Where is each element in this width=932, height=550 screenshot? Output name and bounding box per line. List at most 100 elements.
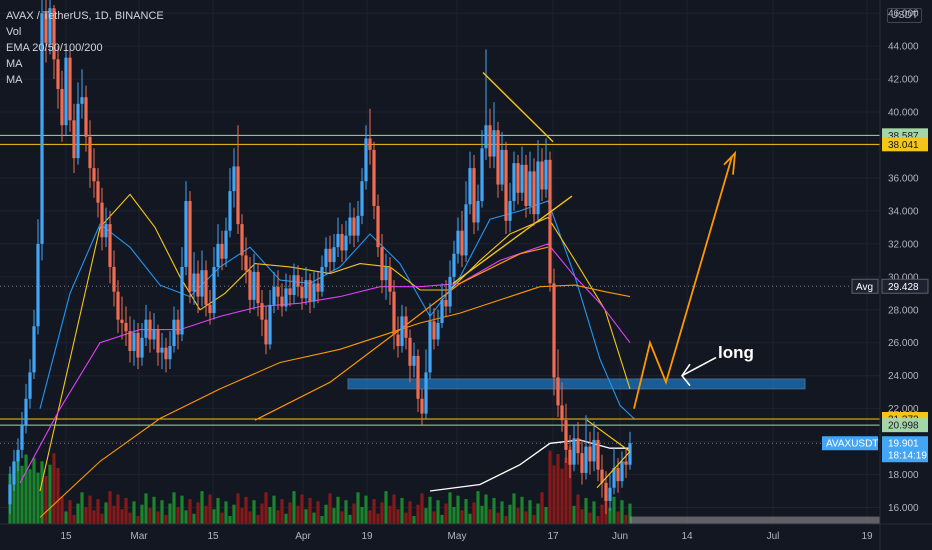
candle (368, 108, 372, 165)
volume-bar (568, 446, 572, 524)
volume-bar (292, 491, 296, 524)
candle (148, 311, 152, 353)
candle (452, 240, 456, 284)
x-tick-label: 14 (681, 531, 693, 542)
candle (352, 207, 356, 248)
volume-bar (296, 505, 300, 524)
volume-bar (584, 497, 588, 524)
volume-bar (576, 494, 580, 524)
volume-bar (100, 513, 104, 524)
candle (296, 265, 300, 297)
candle (396, 316, 400, 358)
candle (76, 82, 80, 165)
candle-body (232, 166, 236, 192)
candle-body (564, 420, 568, 450)
candle (596, 431, 600, 482)
candle (224, 217, 228, 267)
candle-body (372, 149, 376, 206)
candle-body (112, 266, 116, 292)
candle (192, 252, 196, 305)
badge-bg (882, 137, 928, 152)
candle (384, 253, 388, 300)
candle-body (296, 275, 300, 287)
legend-ma-2[interactable]: MA (6, 74, 23, 86)
candle (280, 283, 284, 317)
x-tick-label: 19 (861, 531, 873, 542)
candle-body (116, 291, 120, 320)
volume-bar (52, 453, 56, 524)
candle (44, 0, 48, 63)
volume-bar (336, 496, 340, 524)
y-tick-label: 34.000 (888, 206, 919, 217)
volume-bar (600, 504, 604, 524)
candle-body (436, 322, 440, 340)
candle (228, 168, 232, 238)
price-axis[interactable]: 16.00018.00020.00022.00024.00026.00028.0… (879, 0, 932, 550)
candle-body (304, 280, 308, 299)
volume-bar (12, 462, 16, 524)
candle-body (592, 439, 596, 462)
volume-bar (316, 501, 320, 524)
candle-body (408, 337, 412, 366)
candle-body (536, 161, 540, 215)
candle (172, 306, 176, 353)
candle-body (264, 319, 268, 345)
currency-unit[interactable]: USDT (886, 8, 922, 23)
candle-body (260, 303, 264, 320)
candle (32, 309, 36, 379)
candle-body (64, 57, 68, 126)
candle (536, 140, 540, 221)
candle-body (336, 233, 340, 248)
candle (236, 125, 240, 234)
volume-bar (320, 516, 324, 524)
volume-bar (276, 510, 280, 524)
candle (288, 275, 292, 307)
badge-prefix-text: Avg (856, 282, 873, 293)
candle (344, 220, 348, 261)
candle (468, 151, 472, 215)
volume-bar (252, 500, 256, 524)
candle-body (120, 319, 124, 323)
volume-bar (280, 499, 284, 524)
volume-bar (152, 496, 156, 524)
volume-bar (240, 508, 244, 524)
candle-body (16, 449, 20, 462)
volume-bar (196, 502, 200, 524)
x-tick-label: 15 (60, 531, 72, 542)
legend-symbol[interactable]: AVAX / TetherUS, 1D, BINANCE (6, 10, 164, 22)
volume-bar (96, 499, 100, 524)
volume-bar (268, 506, 272, 524)
candle (200, 250, 204, 307)
price-labels: 38.58738.041Avg29.42821.37220.998AVAXUSD… (822, 128, 929, 463)
candle (168, 331, 172, 370)
candle-body (284, 288, 288, 307)
x-tick-label: 19 (361, 531, 373, 542)
candle-body (252, 271, 256, 300)
candle (40, 0, 44, 261)
time-axis[interactable]: 15 Mar 15 Apr 19 May 17 Jun 14 Jul 19 (0, 523, 932, 542)
candle-body (460, 230, 464, 256)
candle (24, 383, 28, 434)
legend-vol[interactable]: Vol (6, 26, 22, 38)
y-tick-label: 40.000 (888, 108, 919, 119)
candle-body (428, 321, 432, 373)
y-tick-label: 18.000 (888, 470, 919, 481)
legend-ma-1[interactable]: MA (6, 58, 23, 70)
candle-body (144, 319, 148, 338)
candle-body (272, 286, 276, 305)
candle-body (268, 304, 272, 345)
volume-bar (272, 495, 276, 524)
candle-body (444, 299, 448, 307)
annotation-arrow (681, 356, 717, 377)
volume-bar (628, 503, 632, 524)
candle (68, 49, 72, 132)
volume-bar (72, 514, 76, 524)
candle (152, 313, 156, 350)
candle (180, 247, 184, 342)
candle (60, 70, 64, 142)
volume-bar (516, 508, 520, 524)
badge-bg (882, 418, 928, 433)
candle-body (280, 296, 284, 307)
legend-ema[interactable]: EMA 20/50/100/200 (6, 42, 103, 54)
